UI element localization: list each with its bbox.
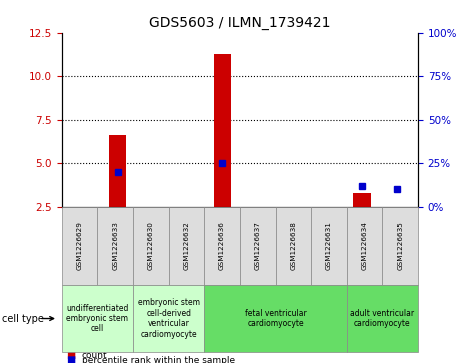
- Text: count: count: [82, 351, 107, 359]
- Text: ■: ■: [66, 355, 76, 363]
- Text: GSM1226636: GSM1226636: [219, 221, 225, 270]
- Text: GSM1226631: GSM1226631: [326, 221, 332, 270]
- Text: undifferentiated
embryonic stem
cell: undifferentiated embryonic stem cell: [66, 303, 129, 334]
- Text: GSM1226630: GSM1226630: [148, 221, 154, 270]
- Bar: [214, 54, 231, 207]
- Text: GSM1226632: GSM1226632: [183, 221, 190, 270]
- Bar: [109, 135, 126, 207]
- Text: ■: ■: [66, 350, 76, 360]
- Title: GDS5603 / ILMN_1739421: GDS5603 / ILMN_1739421: [149, 16, 331, 30]
- Text: embryonic stem
cell-derived
ventricular
cardiomyocyte: embryonic stem cell-derived ventricular …: [138, 298, 200, 339]
- Text: GSM1226638: GSM1226638: [290, 221, 296, 270]
- Text: GSM1226629: GSM1226629: [76, 221, 83, 270]
- Text: adult ventricular
cardiomyocyte: adult ventricular cardiomyocyte: [350, 309, 414, 328]
- Text: fetal ventricular
cardiomyocyte: fetal ventricular cardiomyocyte: [245, 309, 306, 328]
- Text: percentile rank within the sample: percentile rank within the sample: [82, 356, 235, 363]
- Bar: [353, 193, 371, 207]
- Text: GSM1226635: GSM1226635: [397, 221, 403, 270]
- Text: cell type: cell type: [2, 314, 44, 323]
- Text: GSM1226637: GSM1226637: [255, 221, 261, 270]
- Text: GSM1226633: GSM1226633: [112, 221, 118, 270]
- Text: GSM1226634: GSM1226634: [361, 221, 368, 270]
